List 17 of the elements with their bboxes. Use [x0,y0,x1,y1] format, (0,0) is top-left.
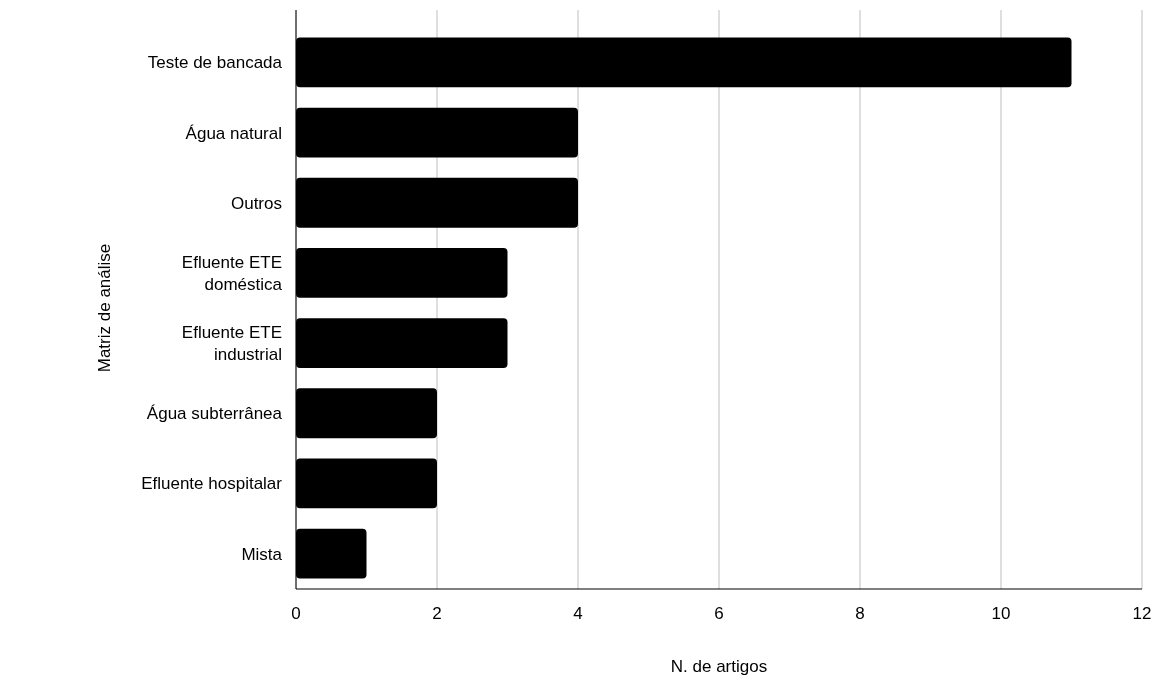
x-tick-label: 6 [714,604,724,623]
x-axis-title: N. de artigos [670,657,768,676]
y-tick-label: Outros [230,193,282,213]
x-tick-label: 10 [991,604,1011,623]
x-tick-label: 8 [855,604,865,623]
y-tick-label: Água natural [185,123,282,143]
y-axis-title: Matriz de análise [95,243,114,373]
x-tick-label: 12 [1132,604,1152,623]
x-tick-label: 4 [573,604,583,623]
y-tick-label: Efluente ETE industrial [181,322,282,364]
y-tick-label: Efluente hospitalar [141,473,283,493]
x-tick-label: 2 [432,604,442,623]
y-tick-label: Efluente ETE doméstica [181,252,283,294]
y-tick-label: Teste de bancada [147,52,283,72]
x-tick-label: 0 [291,604,301,623]
y-tick-label: Água subterrânea [146,403,283,423]
y-tick-label: Mista [241,544,283,564]
